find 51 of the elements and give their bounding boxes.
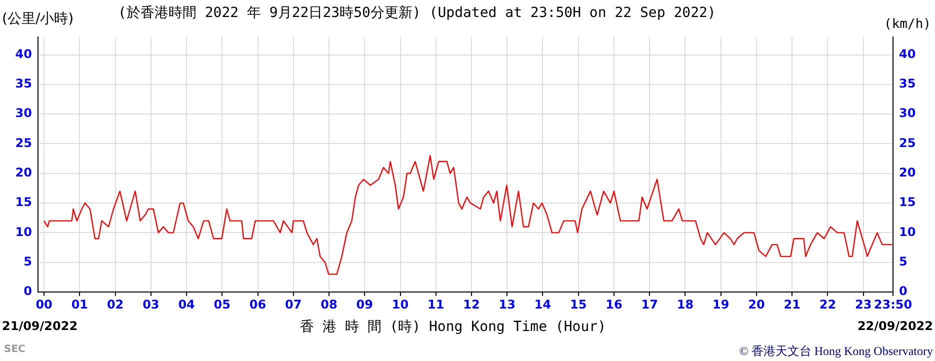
x-tick-label: 09	[356, 297, 373, 312]
y2-tick-label: 35	[899, 76, 916, 91]
x-tick-label: 06	[249, 297, 266, 312]
x-tick-label: 15	[570, 297, 587, 312]
x-tick-label: 07	[285, 297, 302, 312]
y-tick-label: 15	[15, 195, 32, 210]
x-tick-label: 13	[498, 297, 516, 312]
x-tick-label: 20	[748, 297, 765, 312]
y-tick-label: 25	[15, 136, 32, 150]
x-tick-label: 02	[106, 297, 124, 312]
x-tick-label: 12	[463, 297, 480, 312]
x-tick-label: 17	[641, 297, 658, 312]
x-tick-label: 16	[606, 297, 622, 312]
x-tick-label: 04	[178, 297, 195, 312]
x-tick-label: 21	[784, 297, 800, 312]
x-tick-label: 23:50	[874, 297, 912, 312]
x-tick-label: 08	[320, 297, 338, 312]
y2-tick-label: 5	[899, 254, 908, 268]
y2-tick-label: 30	[899, 106, 916, 120]
x-tick-label: 00	[36, 297, 52, 312]
y-axis-title: (公里/小時)	[2, 10, 74, 28]
text: 22/09/2022	[857, 319, 933, 333]
x-tick-label: 18	[676, 297, 694, 312]
x-tick-label: 10	[392, 297, 409, 312]
y-tick-label: 10	[15, 224, 32, 239]
x-tick-label: 03	[142, 297, 160, 312]
x-tick-label: 23	[854, 297, 872, 312]
x-tick-label: 05	[214, 297, 231, 312]
y2-tick-label: 15	[899, 195, 916, 210]
y2-tick-label: 40	[899, 46, 916, 61]
y2-axis-title: (km/h)	[884, 17, 931, 32]
y-tick-label: 0	[24, 284, 32, 298]
chart-title: (於香港時間 2022 年 9月22日23時50分更新) (Updated at 23:50H on 22 Sep 2022)	[118, 4, 716, 22]
text: 21/09/2022	[2, 319, 78, 333]
text: SEC	[4, 344, 26, 355]
y2-tick-label: 0	[899, 284, 908, 298]
x-tick-label: 19	[712, 297, 730, 312]
y2-tick-label: 25	[899, 136, 916, 150]
y-tick-label: 35	[15, 76, 32, 91]
text: © 香港天文台 Hong Kong Observatory	[739, 343, 933, 360]
y2-tick-label: 10	[899, 224, 916, 239]
y-tick-label: 5	[24, 254, 32, 268]
y-tick-label: 20	[15, 166, 32, 180]
x-tick-label: 14	[534, 297, 552, 312]
x-tick-label: 22	[819, 297, 836, 312]
x-tick-label: 11	[428, 297, 444, 312]
y-tick-label: 30	[15, 106, 32, 120]
y-tick-label: 40	[15, 46, 32, 61]
y2-tick-label: 20	[899, 166, 916, 180]
x-axis-title: 香 港 時 間 (時) Hong Kong Time (Hour)	[300, 318, 606, 336]
x-tick-label: 01	[71, 297, 88, 312]
